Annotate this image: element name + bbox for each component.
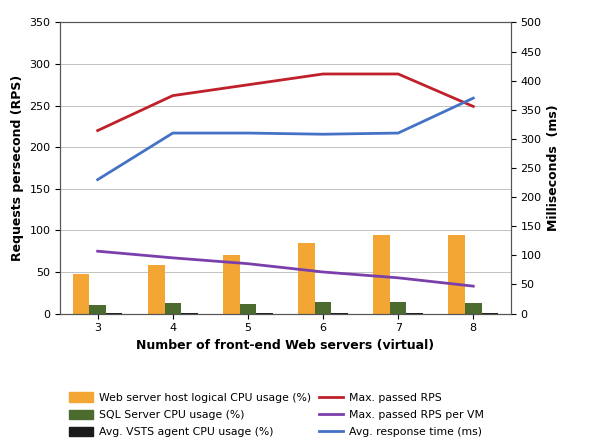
Bar [373,235,390,314]
Bar [165,303,181,314]
Bar [481,313,498,314]
Bar [148,264,165,314]
Bar [315,302,331,314]
Bar [223,255,240,314]
Bar [390,302,406,314]
Bar [240,304,256,314]
Y-axis label: Requests persecond (RPS): Requests persecond (RPS) [11,75,23,261]
Bar [73,275,90,314]
Bar [106,313,123,314]
Bar [298,243,315,314]
Bar [90,305,106,314]
Bar [181,313,198,314]
Bar [448,235,465,314]
Bar [256,313,273,314]
Bar [331,313,348,314]
Bar [406,313,423,314]
X-axis label: Number of front-end Web servers (virtual): Number of front-end Web servers (virtual… [136,339,435,352]
Legend: Web server host logical CPU usage (%), SQL Server CPU usage (%), Avg. VSTS agent: Web server host logical CPU usage (%), S… [64,387,489,443]
Bar [465,303,481,314]
Y-axis label: Milliseconds  (ms): Milliseconds (ms) [548,105,560,231]
